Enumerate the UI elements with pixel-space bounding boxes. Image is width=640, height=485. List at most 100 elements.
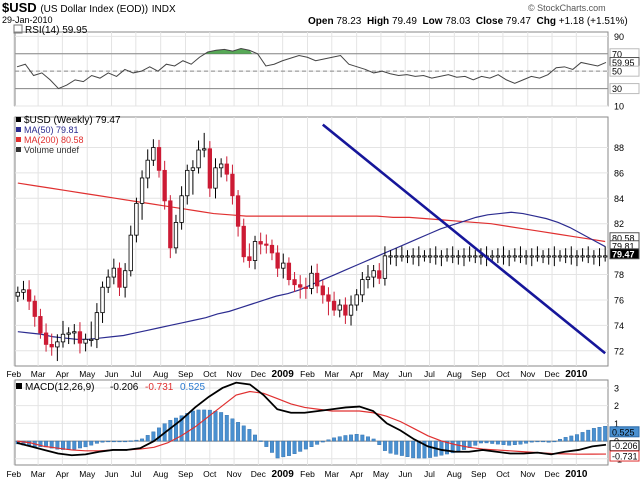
- macd-histogram-bar: [473, 440, 478, 446]
- open-value: 78.23: [336, 16, 362, 27]
- candle-body: [202, 148, 207, 151]
- macd-legend-signal-value: -0.731: [145, 382, 174, 393]
- candle-body: [218, 163, 224, 169]
- macd-histogram-bar: [219, 412, 224, 442]
- macd-histogram-bar: [484, 440, 489, 444]
- macd-x-tick-label: Jun: [398, 469, 412, 479]
- price-panel-frame: [14, 116, 609, 367]
- trendline: [321, 123, 606, 355]
- macd-histogram-bar: [428, 440, 433, 458]
- macd-histogram-bar: [72, 440, 77, 450]
- rsi-value-tag-label: 70: [612, 49, 622, 59]
- candle-body: [427, 255, 433, 258]
- rsi-value-tag-label: 59.95: [612, 58, 635, 68]
- macd-value-tag-label: -0.206: [612, 441, 638, 451]
- candle-body: [139, 177, 145, 204]
- candle-body: [247, 256, 252, 261]
- price-x-tick-label: May: [373, 369, 390, 379]
- macd-histogram-bar: [377, 440, 382, 445]
- macd-histogram-bar: [478, 440, 483, 444]
- price-x-tick-label: Dec: [544, 369, 560, 379]
- chart-date: 29-Jan-2010: [2, 15, 53, 25]
- rsi-overbought-fill: [204, 48, 253, 54]
- macd-histogram-bar: [264, 440, 269, 447]
- candle-body: [591, 255, 597, 258]
- candle-body: [264, 243, 269, 246]
- candle-body: [117, 267, 122, 288]
- price-x-tick-label: Mar: [31, 369, 46, 379]
- macd-histogram-bar: [371, 438, 376, 442]
- macd-x-tick-label: Apr: [350, 469, 363, 479]
- macd-histogram-bar: [354, 434, 359, 442]
- price-y-tick-label: 74: [614, 321, 624, 331]
- macd-x-tick-label: Feb: [300, 469, 315, 479]
- symbol: $USD: [2, 0, 37, 15]
- candle-body: [275, 252, 280, 269]
- candle-body: [38, 316, 43, 334]
- macd-histogram-bar: [337, 436, 342, 442]
- macd-histogram-bar: [61, 440, 65, 450]
- candle-body: [309, 272, 314, 289]
- macd-x-tick-label: Nov: [227, 469, 243, 479]
- candle-body: [416, 255, 421, 258]
- macd-histogram-bar: [230, 418, 235, 442]
- macd-line: [16, 381, 607, 457]
- macd-histogram-bar: [111, 440, 116, 443]
- macd-legend-macd-value: -0.206: [110, 382, 139, 393]
- candle-body: [580, 255, 585, 258]
- price-x-tick-label: Aug: [447, 369, 462, 379]
- candle-body: [196, 149, 201, 169]
- price-legend-swatch: [16, 137, 21, 142]
- macd-histogram-bar: [286, 440, 291, 456]
- candle-body: [546, 255, 551, 258]
- candle-body: [258, 241, 263, 245]
- macd-histogram-bar: [603, 426, 608, 442]
- price-x-tick-label: Sep: [178, 369, 193, 379]
- macd-histogram-bar: [501, 440, 506, 445]
- macd-histogram-bar: [236, 422, 241, 442]
- macd-histogram-bar: [190, 410, 195, 442]
- candle-body: [523, 255, 529, 258]
- macd-histogram-bar: [332, 437, 337, 442]
- macd-value-tag: [609, 426, 640, 438]
- macd-histogram-bar: [462, 440, 466, 450]
- candle-body: [518, 255, 523, 258]
- macd-histogram-bar: [89, 440, 94, 446]
- candle-body: [292, 279, 297, 286]
- price-x-tick-label: Dec: [251, 369, 267, 379]
- macd-histogram-bar: [552, 440, 557, 443]
- price-x-tick-label: Oct: [203, 369, 217, 379]
- macd-x-tick-label: Jun: [105, 469, 119, 479]
- candle-body: [286, 262, 292, 281]
- price-x-tick-label: Aug: [153, 369, 168, 379]
- macd-legend-hist-value: 0.525: [180, 382, 205, 393]
- candle-body: [326, 294, 331, 302]
- macd-histogram-bar: [535, 440, 540, 443]
- price-x-tick-label: Sep: [471, 369, 486, 379]
- macd-histogram-bar: [281, 440, 286, 458]
- candle-body: [83, 338, 88, 344]
- macd-histogram-bar: [394, 440, 399, 455]
- candle-body: [394, 255, 399, 258]
- macd-x-tick-label: Feb: [6, 469, 21, 479]
- macd-histogram-bar: [123, 440, 128, 443]
- rsi-y-tick-label: 90: [614, 32, 624, 42]
- candle-body: [151, 147, 156, 161]
- macd-histogram-bar: [174, 417, 178, 442]
- candle-body: [343, 304, 348, 316]
- price-x-tick-label: May: [79, 369, 96, 379]
- macd-histogram-bar: [320, 440, 325, 443]
- macd-x-tick-label: Sep: [178, 469, 193, 479]
- macd-histogram-bar: [580, 432, 585, 442]
- macd-histogram-bar: [100, 440, 105, 443]
- candle-body: [337, 304, 342, 311]
- rsi-value-tag: [609, 83, 640, 95]
- candle-body: [252, 241, 258, 261]
- close-label: Close: [475, 16, 504, 27]
- price-y-tick-label: 88: [614, 143, 624, 153]
- candle-body: [557, 255, 563, 258]
- candle-body: [122, 270, 128, 288]
- candle-body: [111, 267, 116, 278]
- macd-x-tick-label: Nov: [520, 469, 536, 479]
